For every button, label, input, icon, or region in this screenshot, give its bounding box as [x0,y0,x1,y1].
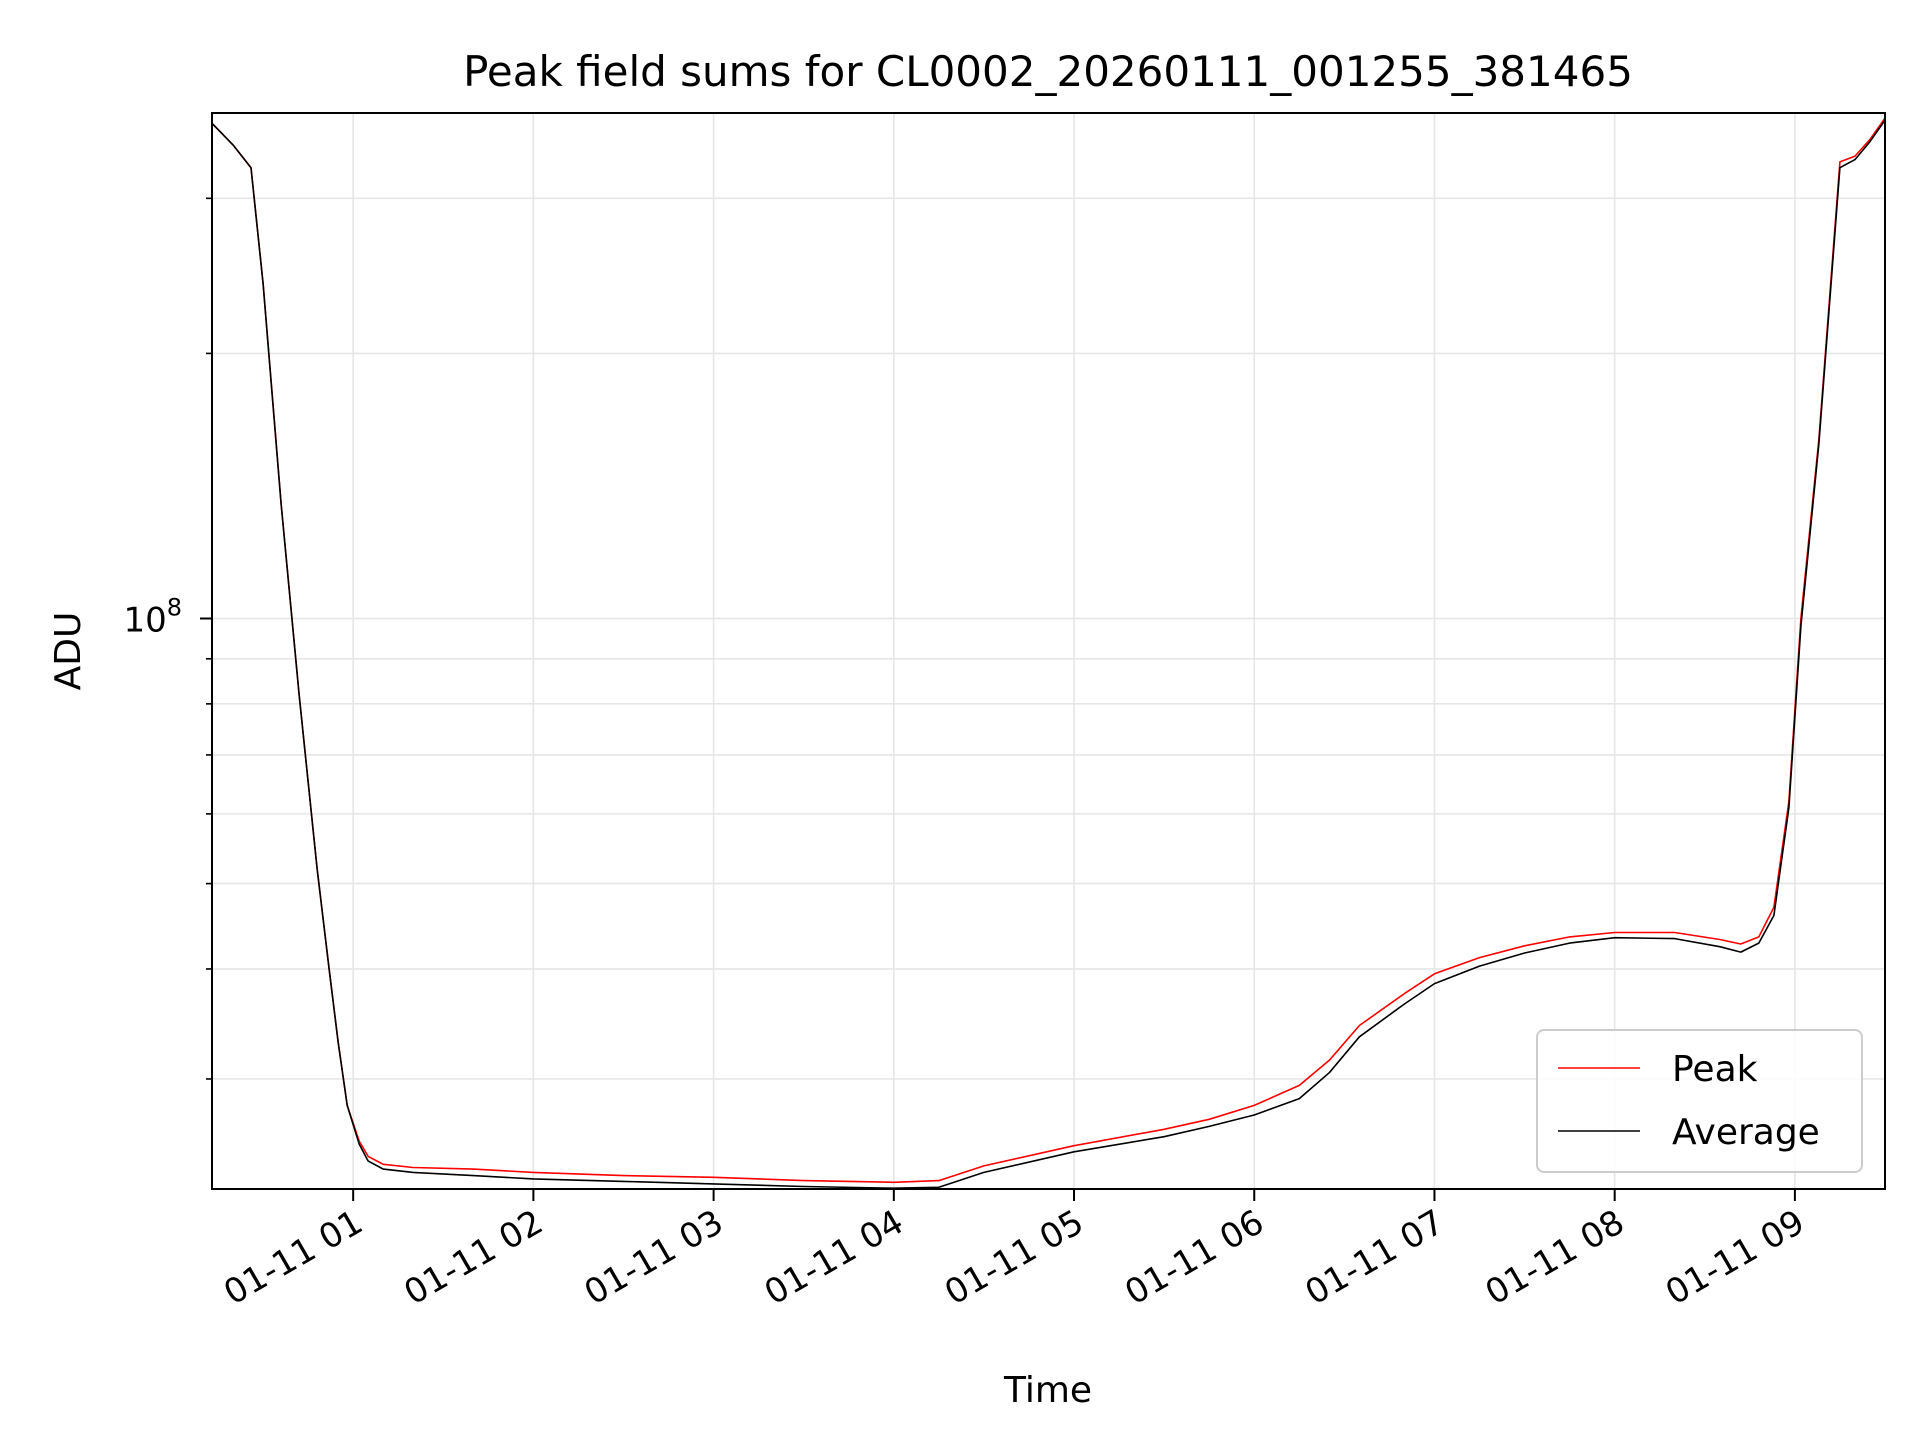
x-axis-label: Time [1003,1370,1092,1411]
legend-label-peak: Peak [1672,1049,1758,1090]
y-axis-ticks: 108 [123,197,212,1080]
chart-title: Peak field sums for CL0002_20260111_0012… [463,47,1633,96]
plot-frame [211,112,1886,1190]
data-series [212,117,1885,1189]
legend: Peak Average [1536,1029,1863,1173]
y-tick-label: 108 [123,594,182,641]
y-tick-label-exponent: 8 [167,594,182,622]
series-line-average [212,119,1885,1189]
legend-label-average: Average [1672,1112,1820,1153]
legend-box [1536,1029,1863,1173]
y-axis-label: ADU [48,612,89,691]
y-tick-label-base: 10 [123,601,166,641]
grid-lines [212,113,1885,1189]
